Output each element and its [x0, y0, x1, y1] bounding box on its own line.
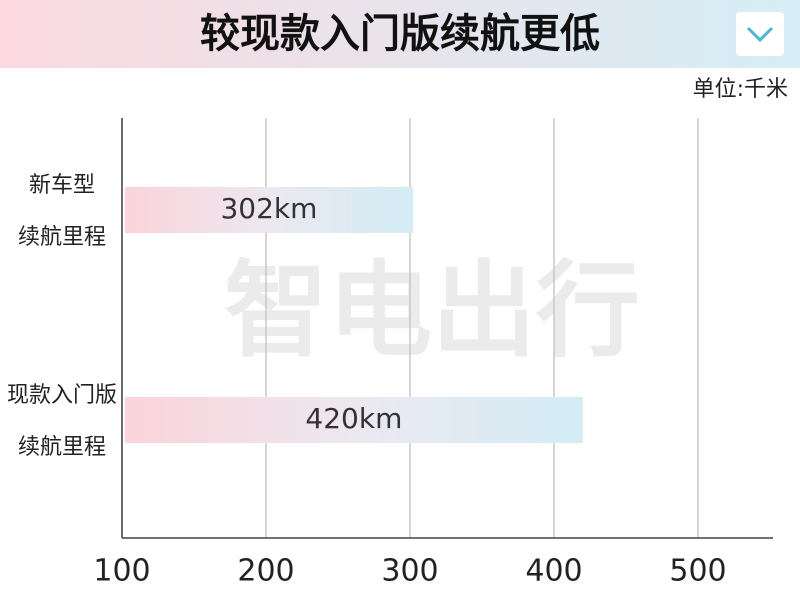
- y-tick-label: 续航里程: [18, 435, 106, 460]
- x-tick-label: 200: [237, 554, 294, 589]
- bar: [125, 397, 583, 443]
- plot: 100 200 300 400 500新车型续航里程302km现款入门版续航里程420k…: [7, 118, 773, 589]
- chevron[interactable]: [746, 26, 774, 43]
- bar: [125, 187, 413, 233]
- y-tick-label: 新车型: [29, 173, 95, 198]
- button-bg[interactable]: [736, 12, 784, 56]
- header-band: [0, 0, 800, 68]
- unit-label: 单位:千米: [693, 77, 788, 102]
- collapse-button[interactable]: [736, 12, 784, 56]
- x-tick-label: 400: [525, 554, 582, 589]
- y-tick-label: 现款入门版: [7, 383, 117, 408]
- x-tick-label: 500: [669, 554, 726, 589]
- y-tick-label: 续航里程: [18, 225, 106, 250]
- x-tick-label: 300: [381, 554, 438, 589]
- value-label: 302km: [220, 192, 317, 225]
- chart-title: 较现款入门版续航更低: [200, 11, 600, 57]
- x-tick-label: 100: [93, 554, 150, 589]
- watermark: 智电出行: [224, 249, 640, 371]
- value-label: 420km: [305, 402, 402, 435]
